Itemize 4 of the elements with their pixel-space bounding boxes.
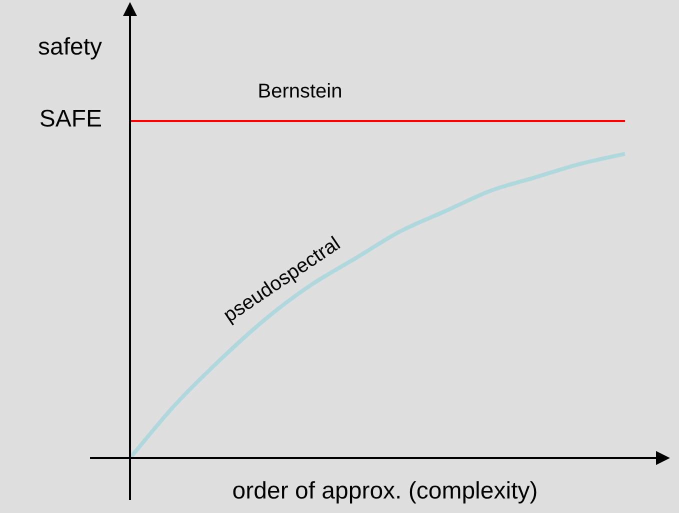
y-axis-title: safety bbox=[38, 34, 102, 61]
x-axis-title: order of approx. (complexity) bbox=[232, 478, 538, 505]
series-label: Bernstein bbox=[258, 80, 342, 103]
annotation: SAFE bbox=[39, 106, 102, 133]
